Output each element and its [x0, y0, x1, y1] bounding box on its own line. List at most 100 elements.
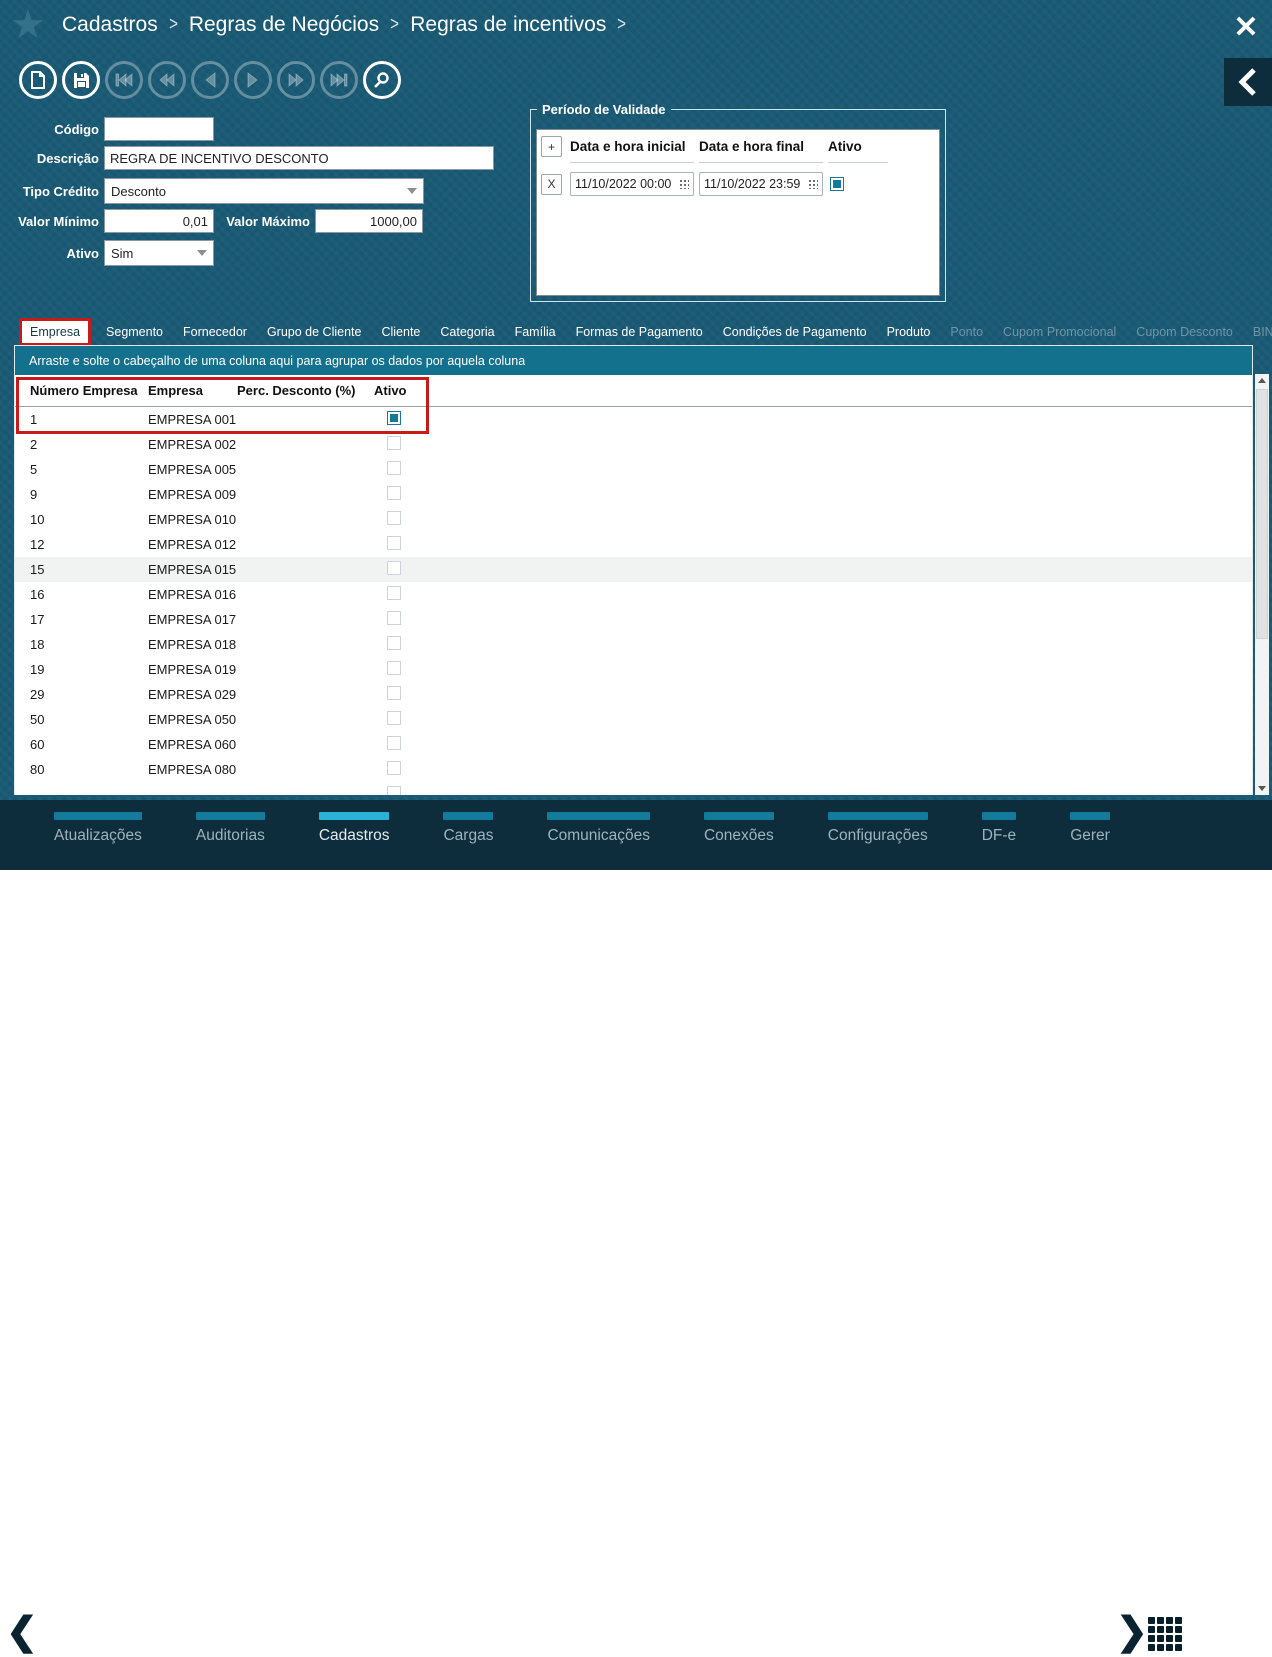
periodo-validade-panel: + Data e hora inicial Data e hora final …	[536, 129, 940, 296]
tab[interactable]: Condições de Pagamento	[722, 325, 867, 339]
table-row[interactable]: 5 EMPRESA 005	[15, 457, 1252, 482]
module-nav-item[interactable]: Geren	[1064, 812, 1110, 862]
scroll-down-icon[interactable]	[1255, 782, 1269, 795]
data-inicial-input[interactable]: 11/10/2022 00:00	[570, 172, 694, 196]
table-row[interactable]	[15, 782, 1252, 795]
table-row[interactable]: 16 EMPRESA 016	[15, 582, 1252, 607]
period-ativo-checkbox[interactable]	[830, 177, 844, 191]
table-row[interactable]: 10 EMPRESA 010	[15, 507, 1252, 532]
table-row[interactable]: 2 EMPRESA 002	[15, 432, 1252, 457]
delete-period-button[interactable]: X	[541, 173, 562, 195]
tab[interactable]: Formas de Pagamento	[575, 325, 703, 339]
cell-numero: 10	[30, 512, 45, 527]
tab[interactable]: Produto	[886, 325, 931, 339]
add-period-button[interactable]: +	[541, 136, 562, 157]
module-nav-item[interactable]: Configurações	[822, 812, 934, 862]
tab[interactable]: Cupom Promocional	[1003, 325, 1117, 339]
table-row[interactable]: 80 EMPRESA 080	[15, 757, 1252, 782]
table-row[interactable]: 9 EMPRESA 009	[15, 482, 1252, 507]
breadcrumb-item-cadastros[interactable]: Cadastros	[62, 13, 158, 36]
cell-ativo	[374, 436, 1252, 453]
tab[interactable]: Empresa	[22, 321, 89, 343]
close-icon[interactable]: ✕	[1233, 11, 1259, 44]
tab[interactable]: Cliente	[381, 325, 421, 339]
valor-maximo-input[interactable]	[315, 209, 423, 233]
table-row[interactable]: 29 EMPRESA 029	[15, 682, 1252, 707]
row-ativo-checkbox[interactable]	[387, 611, 401, 625]
module-nav-item[interactable]: Cadastros	[313, 812, 396, 862]
tab[interactable]: BINs de cartões	[1252, 325, 1272, 339]
valor-minimo-input[interactable]	[104, 209, 214, 233]
apps-grid-icon[interactable]	[1148, 1617, 1182, 1651]
cell-empresa: EMPRESA 017	[148, 612, 237, 627]
tab[interactable]: Ponto	[950, 325, 984, 339]
descricao-input[interactable]	[104, 146, 494, 170]
search-icon	[374, 72, 389, 88]
col-perc-desconto[interactable]: Perc. Desconto (%)	[237, 383, 356, 398]
scrollbar-thumb[interactable]	[1256, 389, 1268, 639]
new-record-button[interactable]	[19, 61, 57, 99]
table-row[interactable]: 17 EMPRESA 017	[15, 607, 1252, 632]
table-row[interactable]: 19 EMPRESA 019	[15, 657, 1252, 682]
row-ativo-checkbox[interactable]	[387, 586, 401, 600]
favorite-star-icon[interactable]: ★	[10, 3, 46, 47]
table-row[interactable]: 12 EMPRESA 012	[15, 532, 1252, 557]
row-ativo-checkbox[interactable]	[387, 636, 401, 650]
tab[interactable]: Fornecedor	[183, 325, 247, 339]
save-button[interactable]	[62, 61, 100, 99]
row-ativo-checkbox[interactable]	[387, 436, 401, 450]
cell-numero: 15	[30, 562, 45, 577]
tab[interactable]: Segmento	[106, 325, 164, 339]
module-accent-bar	[443, 812, 494, 820]
table-scrollbar[interactable]	[1255, 374, 1269, 795]
nav-scroll-right-icon[interactable]: ❯	[1116, 1611, 1148, 1653]
codigo-input[interactable]	[104, 117, 214, 141]
row-ativo-checkbox[interactable]	[387, 411, 401, 425]
row-ativo-checkbox[interactable]	[387, 761, 401, 775]
row-ativo-checkbox[interactable]	[387, 536, 401, 550]
col-numero-empresa[interactable]: Número Empresa	[30, 383, 138, 398]
collapse-panel-button[interactable]	[1224, 58, 1272, 106]
breadcrumb-item-regras-incentivos[interactable]: Regras de incentivos	[410, 13, 607, 36]
table-row[interactable]: 50 EMPRESA 050	[15, 707, 1252, 732]
module-nav-item[interactable]: Auditorias	[190, 812, 271, 862]
module-nav-item[interactable]: Conexões	[698, 812, 780, 862]
scroll-up-icon[interactable]	[1255, 374, 1269, 387]
group-by-bar[interactable]: Arraste e solte o cabeçalho de uma colun…	[15, 346, 1252, 375]
table-row[interactable]: 1 EMPRESA 001	[15, 407, 1252, 432]
row-ativo-checkbox[interactable]	[387, 711, 401, 725]
ativo-dropdown[interactable]: Sim	[104, 240, 214, 266]
row-ativo-checkbox[interactable]	[387, 486, 401, 500]
module-nav-item[interactable]: Comunicações	[541, 812, 656, 862]
validity-row: X 11/10/2022 00:00 11/10/2022 23:59	[537, 165, 939, 196]
row-ativo-checkbox[interactable]	[387, 736, 401, 750]
tipo-credito-dropdown[interactable]: Desconto	[104, 178, 424, 204]
row-ativo-checkbox[interactable]	[387, 511, 401, 525]
tab[interactable]: Categoria	[440, 325, 495, 339]
search-button[interactable]	[363, 61, 401, 99]
row-ativo-checkbox[interactable]	[387, 461, 401, 475]
row-ativo-checkbox[interactable]	[387, 786, 401, 795]
tab[interactable]: Grupo de Cliente	[266, 325, 362, 339]
module-nav-item[interactable]: Cargas	[437, 812, 499, 862]
col-ativo[interactable]: Ativo	[374, 383, 407, 398]
lock-icon[interactable]	[1192, 1612, 1222, 1657]
table-row[interactable]: 18 EMPRESA 018	[15, 632, 1252, 657]
datepicker-grid-icon[interactable]	[679, 179, 689, 189]
module-nav-item[interactable]: Atualizações	[48, 812, 148, 862]
tab[interactable]: Família	[514, 325, 556, 339]
table-row[interactable]: 60 EMPRESA 060	[15, 732, 1252, 757]
breadcrumb-item-regras-negocios[interactable]: Regras de Negócios	[188, 13, 380, 36]
fast-next-button	[277, 61, 315, 99]
exit-arrow-icon[interactable]	[1230, 1614, 1266, 1649]
data-final-input[interactable]: 11/10/2022 23:59	[699, 172, 823, 196]
datepicker-grid-icon[interactable]	[808, 179, 818, 189]
table-row[interactable]: 15 EMPRESA 015	[15, 557, 1252, 582]
row-ativo-checkbox[interactable]	[387, 686, 401, 700]
nav-scroll-left-icon[interactable]: ❮	[6, 1611, 38, 1653]
tab[interactable]: Cupom Desconto	[1136, 325, 1233, 339]
row-ativo-checkbox[interactable]	[387, 561, 401, 575]
col-empresa[interactable]: Empresa	[148, 383, 203, 398]
module-nav-item[interactable]: DF-e	[976, 812, 1022, 862]
row-ativo-checkbox[interactable]	[387, 661, 401, 675]
